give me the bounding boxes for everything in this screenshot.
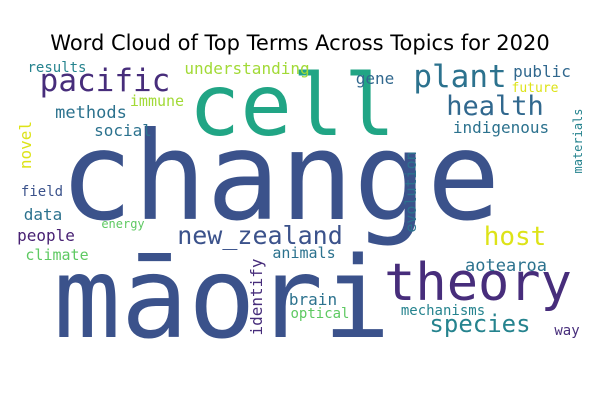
word-species: species bbox=[429, 310, 530, 338]
word-plant: plant bbox=[413, 59, 506, 95]
word-public: public bbox=[513, 62, 571, 81]
word-optical: optical bbox=[290, 306, 349, 322]
word-mechanisms: mechanisms bbox=[401, 303, 485, 319]
word-field: field bbox=[21, 184, 63, 200]
word-energy: energy bbox=[101, 217, 144, 231]
word-new-zealand: new_zealand bbox=[177, 221, 343, 250]
word-animals: animals bbox=[272, 244, 335, 262]
word-results: results bbox=[27, 60, 86, 76]
word-pacific: pacific bbox=[40, 63, 171, 99]
word-aotearoa: aotearoa bbox=[465, 256, 547, 276]
word-people: people bbox=[17, 226, 75, 245]
word-social: social bbox=[94, 121, 152, 140]
word-health: health bbox=[446, 91, 544, 122]
word-cell: cell bbox=[188, 56, 395, 156]
word-materials: materials bbox=[571, 108, 585, 173]
chart-title: Word Cloud of Top Terms Across Topics fo… bbox=[50, 31, 549, 55]
word-immune: immune bbox=[130, 92, 184, 110]
word-evolution: evolution bbox=[402, 151, 420, 232]
word-theory: theory bbox=[384, 253, 572, 313]
word-way: way bbox=[554, 323, 579, 339]
word-host: host bbox=[484, 222, 547, 252]
word-m-ori: māori bbox=[53, 234, 390, 364]
word-methods: methods bbox=[55, 103, 127, 123]
word-data: data bbox=[24, 205, 63, 224]
word-climate: climate bbox=[25, 246, 88, 264]
word-brain: brain bbox=[289, 290, 337, 309]
word-novel: novel bbox=[16, 121, 35, 169]
word-change: change bbox=[60, 106, 501, 248]
word-identify: identify bbox=[247, 258, 266, 335]
word-understanding: understanding bbox=[184, 59, 309, 78]
word-gene: gene bbox=[356, 69, 395, 88]
word-future: future bbox=[512, 81, 559, 96]
word-indigenous: indigenous bbox=[453, 118, 549, 137]
